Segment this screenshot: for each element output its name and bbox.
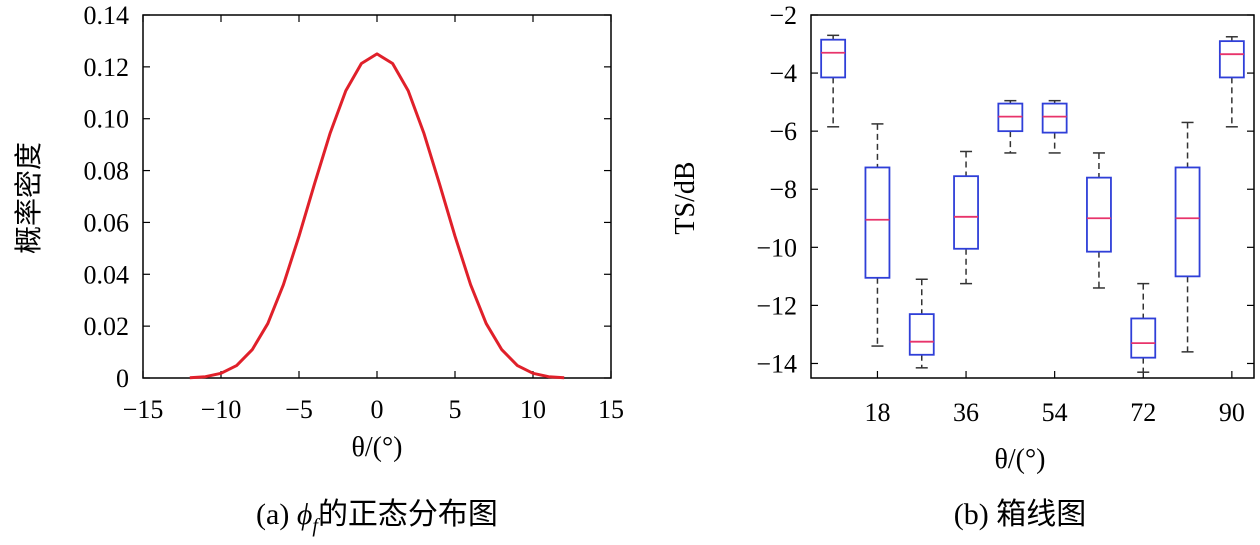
panel-a-y-tick-label: 0.08 <box>84 157 130 186</box>
panel-b-y-tick-label: −8 <box>769 175 797 204</box>
panel-b-y-axis-label: TS/dB <box>670 161 701 234</box>
box-iqr <box>820 38 847 79</box>
panel-b-y-tick-label: −14 <box>756 349 797 378</box>
panel-a-caption-subscript: f <box>312 515 320 537</box>
box-iqr <box>908 313 935 356</box>
panel-b-y-tick-label: −4 <box>769 59 797 88</box>
panel-a-density-plot: 0 0.02 0.04 0.06 0.08 0.10 0.12 0.14 −15 −10 −5 0 5… <box>13 1 624 537</box>
panel-b-box-plot: −14 −12 −10 −8 −6 −4 −2 18 36 54 72 90 θ/(°) TS/dB… <box>670 1 1255 531</box>
panel-a-series <box>189 52 565 380</box>
box-plot-box <box>1130 282 1157 373</box>
panel-b-y-tick-label: −12 <box>756 291 797 320</box>
panel-a-y-axis-label: 概率密度 <box>13 142 45 254</box>
panel-a-y-tick-label: 0.12 <box>84 53 130 82</box>
panel-a-x-tick-label: 5 <box>449 395 462 424</box>
panel-a-y-ticks: 0 0.02 0.04 0.06 0.08 0.10 0.12 0.14 <box>84 1 611 393</box>
panel-b-x-ticks: 18 36 54 72 90 <box>864 371 1245 427</box>
box-plot-box <box>1086 152 1112 289</box>
panel-a-x-axis-label: θ/(°) <box>351 432 402 463</box>
panel-b-x-tick-label: 18 <box>864 398 890 427</box>
panel-b-x-axis-label: θ/(°) <box>994 444 1045 475</box>
box-plot-box <box>953 150 979 285</box>
panel-b-y-tick-label: −6 <box>769 117 797 146</box>
panel-a-caption-symbol: ϕ <box>297 498 313 531</box>
box-plot-box <box>1174 121 1201 353</box>
panel-a-caption: (a) ϕf的正态分布图 <box>256 498 498 537</box>
panel-a-y-tick-label: 0 <box>116 364 129 393</box>
panel-b-caption: (b) 箱线图 <box>954 498 1086 531</box>
panel-a-y-tick-label: 0.10 <box>84 105 130 134</box>
box-plot-box <box>864 123 891 347</box>
box-iqr <box>1130 317 1157 359</box>
panel-a-x-tick-label: −5 <box>285 395 313 424</box>
panel-a-caption-suffix: 的正态分布图 <box>318 498 498 531</box>
panel-a-x-ticks: −15 −10 −5 0 5 10 15 <box>123 15 624 424</box>
panel-b-y-tick-label: −2 <box>769 1 797 30</box>
panel-a-x-tick-label: −15 <box>123 395 164 424</box>
panel-b-x-tick-label: 54 <box>1042 398 1068 427</box>
panel-a-y-tick-label: 0.06 <box>84 208 130 237</box>
panel-a-x-tick-label: −10 <box>201 395 242 424</box>
panel-a-y-tick-label: 0.02 <box>84 312 130 341</box>
panel-b-x-tick-label: 36 <box>953 398 979 427</box>
box-plot-box <box>1218 36 1245 128</box>
panel-a-density-curve <box>189 52 565 380</box>
box-plot-box <box>1041 99 1068 154</box>
panel-b-y-tick-label: −10 <box>756 233 797 262</box>
box-plot-box <box>820 34 847 128</box>
box-iqr <box>1218 40 1245 79</box>
box-plot-box <box>997 99 1024 154</box>
panel-b-y-ticks: −14 −12 −10 −8 −6 −4 −2 <box>756 1 1254 378</box>
panel-a-x-tick-label: 10 <box>520 395 546 424</box>
panel-a-y-tick-label: 0.04 <box>84 260 130 289</box>
panel-b-x-tick-label: 72 <box>1130 398 1156 427</box>
box-iqr <box>1086 176 1112 253</box>
panel-b-boxes <box>820 34 1245 373</box>
panel-a-y-tick-label: 0.14 <box>84 1 130 30</box>
box-iqr <box>864 166 891 279</box>
panel-a-x-tick-label: 0 <box>371 395 384 424</box>
panel-a-caption-prefix: (a) <box>256 498 297 531</box>
box-iqr <box>1041 102 1068 134</box>
box-iqr <box>953 175 979 250</box>
box-plot-box <box>908 278 935 369</box>
panel-a-axes-frame <box>142 14 612 379</box>
box-iqr <box>1174 166 1201 278</box>
panel-b-x-tick-label: 90 <box>1219 398 1245 427</box>
panel-b-axes-frame <box>810 14 1255 379</box>
panel-a-x-tick-label: 15 <box>598 395 624 424</box>
